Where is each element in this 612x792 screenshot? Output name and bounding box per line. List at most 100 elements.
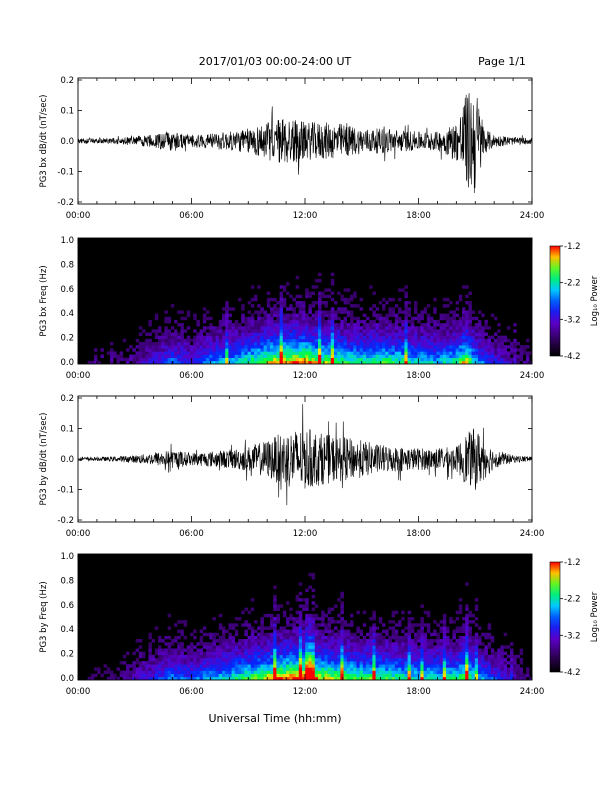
y-tick-label: -0.2	[57, 516, 74, 526]
spectrogram-cell	[321, 291, 325, 295]
spectrogram-cell	[228, 348, 232, 352]
spectrogram-cell	[414, 657, 418, 662]
spectrogram-cell	[462, 651, 466, 656]
spectrogram-cell	[500, 654, 504, 659]
spectrogram-cell	[343, 357, 348, 362]
spectrogram-cell	[468, 620, 472, 624]
spectrogram-cell	[382, 360, 386, 364]
spectrogram-cell	[266, 673, 271, 678]
spectrogram-cell	[462, 360, 466, 364]
spectrogram-cell	[324, 670, 328, 674]
spectrogram-cell	[346, 648, 351, 652]
spectrogram-cell	[394, 642, 399, 646]
spectrogram-cell	[321, 345, 325, 349]
spectrogram-cell	[420, 623, 424, 627]
spectrogram-cell	[314, 345, 319, 349]
spectrogram-cell	[420, 639, 424, 643]
spectrogram-cell	[433, 360, 437, 364]
spectrogram-cell	[138, 670, 143, 674]
spectrogram-cell	[414, 635, 418, 640]
spectrogram-cell	[282, 341, 287, 346]
spectrogram-cell	[225, 338, 229, 343]
spectrogram-cell	[254, 332, 258, 336]
spectrogram-cell	[164, 635, 168, 640]
spectrogram-cell	[356, 635, 360, 640]
spectrogram-cell	[510, 673, 514, 678]
spectrogram-cell	[154, 664, 159, 668]
spectrogram-cell	[330, 338, 335, 343]
spectrogram-cell	[241, 313, 245, 318]
spectrogram-cell	[196, 661, 200, 665]
spectrogram-cell	[289, 654, 293, 659]
spectrogram-cell	[503, 338, 508, 343]
spectrogram-cell	[215, 345, 220, 349]
spectrogram-cell	[238, 654, 242, 659]
spectrogram-cell	[494, 332, 498, 336]
spectrogram-cell	[372, 639, 376, 643]
spectrogram-cell	[410, 645, 415, 649]
spectrogram-cell	[234, 676, 239, 680]
spectrogram-cell	[353, 676, 357, 680]
spectrogram-cell	[222, 338, 226, 343]
spectrogram-cell	[164, 341, 168, 346]
spectrogram-cell	[388, 661, 392, 665]
spectrogram-cell	[273, 664, 277, 668]
spectrogram-cell	[510, 654, 514, 659]
spectrogram-cell	[266, 313, 271, 318]
spectrogram-cell	[212, 639, 216, 643]
spectrogram-cell	[321, 357, 325, 362]
spectrogram-cell	[420, 667, 424, 671]
spectrogram-cell	[177, 661, 181, 665]
spectrogram-cell	[452, 667, 456, 671]
spectrogram-cell	[263, 319, 268, 324]
spectrogram-cell	[350, 335, 354, 340]
spectrogram-cell	[292, 332, 296, 336]
spectrogram-cell	[394, 629, 399, 634]
spectrogram-cell	[481, 338, 485, 343]
spectrogram-cell	[167, 329, 172, 333]
spectrogram-cell	[516, 354, 520, 358]
spectrogram-cell	[241, 610, 245, 615]
spectrogram-cell	[366, 673, 370, 678]
spectrogram-cell	[471, 310, 476, 314]
spectrogram-cell	[369, 645, 373, 649]
spectrogram-cell	[346, 313, 351, 318]
spectrogram-cell	[346, 288, 351, 292]
spectrogram-cell	[391, 645, 396, 649]
spectrogram-cell	[257, 354, 261, 358]
spectrogram-cell	[318, 323, 322, 327]
spectrogram-cell	[167, 657, 172, 662]
spectrogram-cell	[154, 313, 159, 318]
spectrogram-cell	[462, 348, 466, 352]
spectrogram-cell	[286, 316, 290, 321]
spectrogram-cell	[330, 341, 335, 346]
spectrogram-cell	[359, 345, 364, 349]
spectrogram-cell	[314, 629, 319, 634]
spectrogram-cell	[167, 351, 172, 355]
spectrogram-cell	[436, 360, 440, 364]
spectrogram-cell	[295, 629, 300, 634]
spectrogram-cell	[122, 676, 127, 680]
spectrogram-cell	[295, 316, 300, 321]
spectrogram-cell	[468, 316, 472, 321]
spectrogram-cell	[295, 632, 300, 637]
spectrogram-cell	[321, 654, 325, 659]
spectrogram-cell	[228, 338, 232, 343]
spectrogram-cell	[433, 345, 437, 349]
spectrogram-cell	[391, 338, 396, 343]
spectrogram-cell	[446, 351, 450, 355]
spectrogram-cell	[334, 654, 338, 659]
spectrogram-cell	[311, 316, 316, 321]
spectrogram-cell	[129, 354, 133, 358]
spectrogram-cell	[228, 639, 232, 643]
spectrogram-cell	[407, 345, 412, 349]
spectrogram-cell	[209, 335, 213, 340]
spectrogram-cell	[388, 335, 392, 340]
spectrogram-cell	[452, 323, 456, 327]
spectrogram-cell	[458, 598, 463, 602]
spectrogram-cell	[452, 341, 456, 346]
spectrogram-cell	[193, 313, 197, 318]
spectrogram-cell	[426, 626, 431, 630]
spectrogram-cell	[231, 338, 236, 343]
spectrogram-cell	[337, 360, 341, 364]
